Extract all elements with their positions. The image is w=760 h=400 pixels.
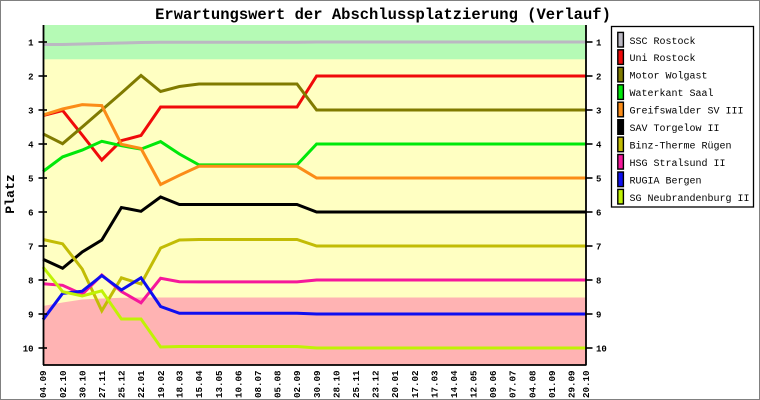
svg-text:09.06: 09.06: [488, 370, 499, 398]
svg-text:Waterkant Saal: Waterkant Saal: [630, 88, 714, 100]
svg-text:4: 4: [28, 141, 34, 151]
svg-text:20.01: 20.01: [390, 370, 401, 398]
svg-text:RUGIA Bergen: RUGIA Bergen: [630, 176, 702, 187]
svg-text:7: 7: [596, 243, 601, 253]
svg-text:22.01: 22.01: [136, 370, 147, 398]
svg-text:3: 3: [28, 107, 33, 117]
svg-text:14.04: 14.04: [449, 370, 460, 398]
svg-text:Erwartungswert der Abschlusspl: Erwartungswert der Abschlussplatzierung …: [155, 6, 611, 24]
svg-text:23.12: 23.12: [371, 370, 382, 398]
svg-text:1: 1: [28, 39, 34, 49]
svg-text:Platz: Platz: [3, 174, 18, 214]
svg-text:10.06: 10.06: [233, 370, 244, 398]
svg-text:27.11: 27.11: [97, 370, 108, 398]
svg-text:5: 5: [596, 175, 601, 185]
svg-text:07.07: 07.07: [508, 370, 519, 398]
svg-text:30.10: 30.10: [77, 370, 88, 398]
svg-text:5: 5: [28, 175, 33, 185]
svg-text:29.09: 29.09: [567, 370, 578, 398]
svg-text:HSG Stralsund II: HSG Stralsund II: [630, 158, 726, 170]
svg-text:17.02: 17.02: [410, 370, 421, 398]
svg-text:1: 1: [596, 39, 602, 49]
svg-text:02.10: 02.10: [58, 370, 69, 398]
svg-text:12.05: 12.05: [469, 370, 480, 398]
svg-text:25.11: 25.11: [351, 370, 362, 398]
svg-text:8: 8: [28, 277, 33, 287]
svg-text:6: 6: [28, 209, 33, 219]
svg-text:9: 9: [596, 311, 601, 321]
svg-text:19.02: 19.02: [156, 370, 167, 398]
svg-text:3: 3: [596, 107, 601, 117]
svg-text:4: 4: [596, 141, 602, 151]
svg-text:SG Neubrandenburg II: SG Neubrandenburg II: [630, 193, 750, 205]
svg-text:SAV Torgelow II: SAV Torgelow II: [630, 123, 720, 135]
svg-text:Binz-Therme Rügen: Binz-Therme Rügen: [630, 141, 732, 153]
svg-text:2: 2: [596, 73, 601, 83]
svg-text:04.08: 04.08: [527, 370, 538, 398]
svg-text:SSC Rostock: SSC Rostock: [630, 36, 696, 48]
svg-text:17.03: 17.03: [429, 370, 440, 398]
svg-text:8: 8: [596, 277, 601, 287]
svg-text:13.05: 13.05: [214, 370, 225, 398]
svg-text:30.09: 30.09: [312, 370, 323, 398]
svg-text:10: 10: [596, 345, 607, 355]
svg-text:01.09: 01.09: [547, 370, 558, 398]
svg-text:7: 7: [28, 243, 33, 253]
svg-text:2: 2: [28, 73, 33, 83]
svg-text:9: 9: [28, 311, 33, 321]
svg-text:6: 6: [596, 209, 601, 219]
svg-text:Greifswalder SV III: Greifswalder SV III: [630, 106, 744, 118]
svg-text:02.09: 02.09: [292, 370, 303, 398]
svg-text:15.04: 15.04: [194, 370, 205, 398]
svg-text:18.03: 18.03: [175, 370, 186, 398]
svg-text:04.09: 04.09: [38, 370, 49, 398]
svg-text:25.12: 25.12: [117, 370, 128, 398]
svg-text:08.07: 08.07: [253, 370, 264, 398]
svg-text:20.10: 20.10: [581, 370, 592, 398]
svg-text:Motor Wolgast: Motor Wolgast: [630, 71, 708, 83]
svg-text:28.10: 28.10: [331, 370, 342, 398]
svg-text:05.08: 05.08: [273, 370, 284, 398]
svg-text:Uni Rostock: Uni Rostock: [630, 53, 696, 65]
svg-text:10: 10: [23, 345, 34, 355]
